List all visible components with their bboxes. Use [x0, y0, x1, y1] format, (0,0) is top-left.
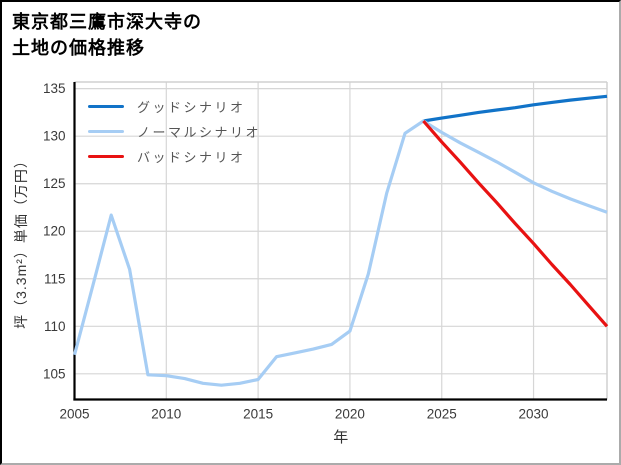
legend-item-bad-scenario: バッドシナリオ	[88, 144, 261, 169]
y-tick-label: 110	[44, 319, 66, 334]
x-tick-label: 2010	[151, 407, 181, 422]
legend: グッドシナリオ ノーマルシナリオ バッドシナリオ	[88, 94, 261, 169]
y-tick-label: 120	[43, 224, 66, 239]
good-scenario-line-swatch	[88, 104, 124, 109]
y-tick-label: 125	[43, 176, 66, 191]
x-tick-label: 2025	[427, 407, 457, 422]
x-tick-label: 2020	[335, 407, 365, 422]
y-tick-label: 130	[43, 129, 66, 144]
chart-title-line1: 東京都三鷹市深大寺の	[12, 12, 202, 32]
y-axis-label: 坪（3.3m²）単価（万円）	[13, 153, 29, 329]
x-tick-label: 2030	[519, 407, 549, 422]
y-tick-label: 115	[44, 271, 66, 286]
chart-title-line2: 土地の価格推移	[12, 38, 145, 59]
legend-label-bad: バッドシナリオ	[137, 150, 246, 165]
bad-scenario-line-swatch	[88, 154, 124, 159]
legend-label-normal: ノーマルシナリオ	[137, 125, 262, 140]
x-tick-label: 2005	[59, 407, 89, 422]
legend-label-good: グッドシナリオ	[137, 100, 246, 115]
y-tick-label: 105	[43, 366, 66, 381]
chart-title: 東京都三鷹市深大寺の 土地の価格推移	[12, 9, 202, 61]
y-tick-label: 135	[43, 81, 66, 96]
x-axis-label: 年	[333, 429, 348, 446]
normal-scenario-line-swatch	[88, 129, 124, 134]
normal-scenario-line	[72, 119, 608, 387]
x-tick-label: 2015	[243, 407, 273, 422]
good-scenario-line	[423, 94, 608, 123]
legend-item-normal-scenario: ノーマルシナリオ	[88, 119, 261, 144]
legend-item-good-scenario: グッドシナリオ	[88, 94, 261, 119]
bad-scenario-line	[422, 119, 609, 328]
